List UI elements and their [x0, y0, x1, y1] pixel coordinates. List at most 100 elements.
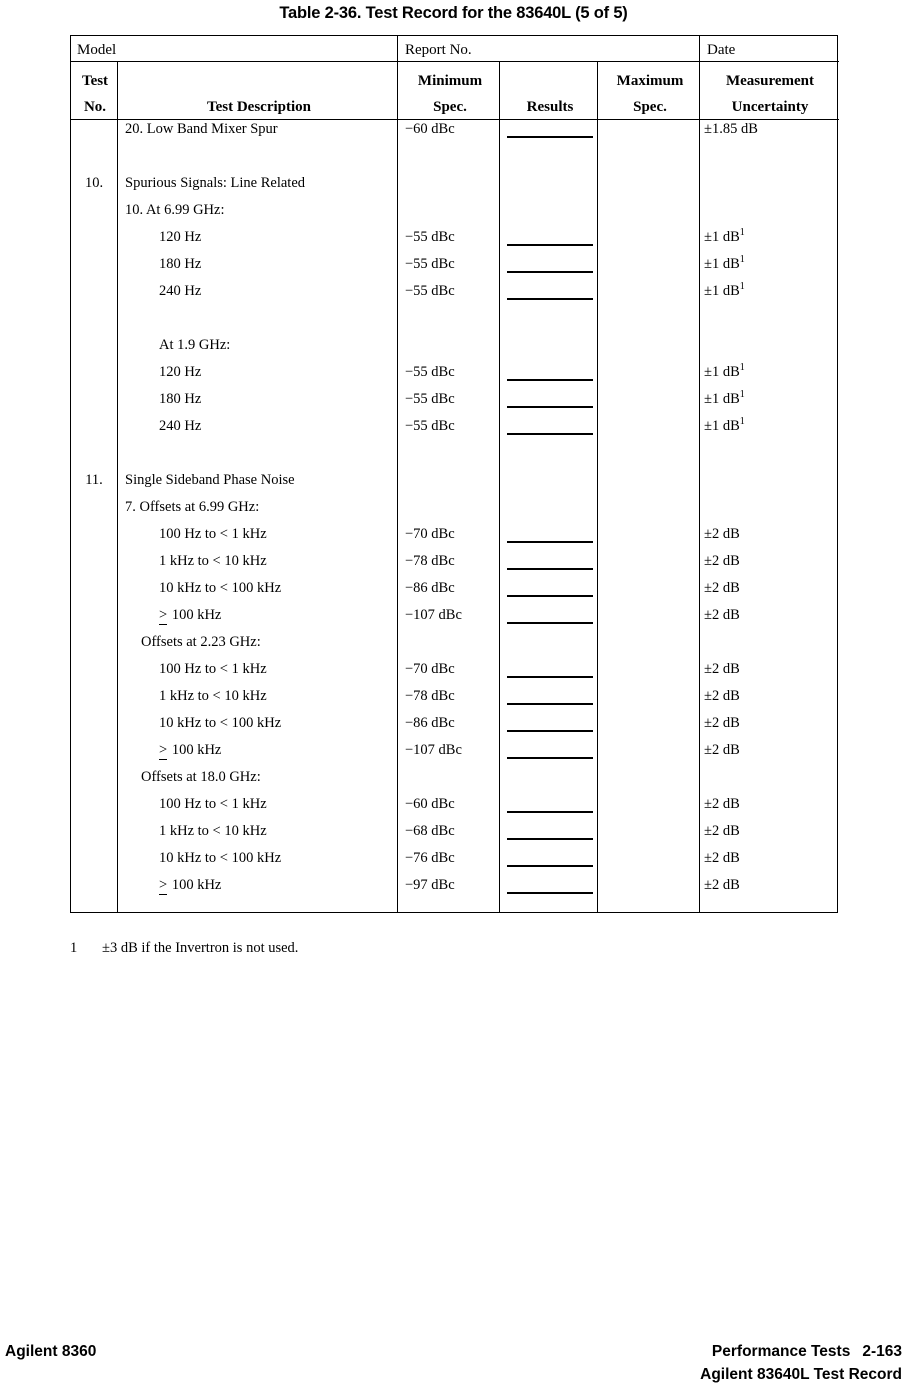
cell-minimum-spec: −78 dBc — [405, 688, 455, 704]
results-write-in-line[interactable] — [507, 703, 593, 705]
footer-section-label: Performance Tests 2-163 — [712, 1343, 902, 1361]
results-write-in-line[interactable] — [507, 271, 593, 273]
column-header-measurement-line1: Measurement — [725, 73, 815, 89]
results-write-in-line[interactable] — [507, 865, 593, 867]
test-record-table: Model Report No. Date Test No. Test Desc… — [70, 35, 839, 913]
footnote-reference: 1 — [739, 281, 745, 293]
cell-test-description: 1 kHz to < 10 kHz — [159, 553, 267, 569]
table-row: 100 Hz to < 1 kHz −60 dBc ±2 dB — [71, 794, 839, 821]
results-write-in-line[interactable] — [507, 757, 593, 759]
cell-test-description: 120 Hz — [159, 229, 202, 245]
footnote-marker: 1 — [70, 940, 78, 956]
header-rule-top — [71, 61, 839, 63]
column-header-minimum-line1: Minimum — [417, 73, 483, 89]
header-model-label: Model — [77, 42, 117, 58]
greater-equal-icon: > — [159, 875, 168, 896]
cell-minimum-spec: −97 dBc — [405, 877, 455, 893]
results-write-in-line[interactable] — [507, 676, 593, 678]
cell-test-description: 240 Hz — [159, 418, 202, 434]
cell-minimum-spec: −55 dBc — [405, 283, 455, 299]
results-write-in-line[interactable] — [507, 433, 593, 435]
cell-test-description: 10 kHz to < 100 kHz — [159, 850, 282, 866]
table-row: 100 Hz to < 1 kHz −70 dBc ±2 dB — [71, 524, 839, 551]
table-row: 11. Single Sideband Phase Noise — [71, 470, 839, 497]
results-write-in-line[interactable] — [507, 406, 593, 408]
cell-measurement-uncertainty: ±2 dB — [704, 742, 740, 758]
cell-test-description: 20. Low Band Mixer Spur — [125, 121, 278, 137]
column-rule-minspec — [499, 61, 501, 912]
results-write-in-line[interactable] — [507, 568, 593, 570]
table-row: Offsets at 2.23 GHz: — [71, 632, 839, 659]
table-row: > 100 kHz −107 dBc ±2 dB — [71, 605, 839, 632]
footnote-text: ±3 dB if the Invertron is not used. — [102, 940, 299, 956]
cell-test-description: 10. At 6.99 GHz: — [125, 202, 225, 218]
column-header-measurement-line2: Uncertainty — [731, 99, 809, 115]
results-write-in-line[interactable] — [507, 811, 593, 813]
column-header-maximum-spec: Maximum Spec. — [599, 68, 701, 120]
column-header-measurement-uncertainty: Measurement Uncertainty — [701, 68, 839, 120]
column-header-maximum-line1: Maximum — [616, 73, 684, 89]
table-row: 1 kHz to < 10 kHz −78 dBc ±2 dB — [71, 686, 839, 713]
results-write-in-line[interactable] — [507, 136, 593, 138]
cell-minimum-spec: −55 dBc — [405, 256, 455, 272]
table-row: 1 kHz to < 10 kHz −78 dBc ±2 dB — [71, 551, 839, 578]
table-row: 120 Hz −55 dBc ±1 dB1 — [71, 227, 839, 254]
column-header-maximum-line2: Spec. — [633, 99, 667, 115]
cell-test-description: Single Sideband Phase Noise — [125, 472, 295, 488]
results-write-in-line[interactable] — [507, 622, 593, 624]
cell-minimum-spec: −78 dBc — [405, 553, 455, 569]
cell-test-description: 100 Hz to < 1 kHz — [159, 526, 267, 542]
footer-section-text: Performance Tests — [711, 1343, 851, 1360]
cell-minimum-spec: −55 dBc — [405, 391, 455, 407]
column-header-test-no-line1: Test — [81, 73, 109, 89]
footer-page-number: 2-163 — [862, 1343, 902, 1360]
greater-equal-icon: > — [159, 605, 168, 626]
cell-test-description: Offsets at 2.23 GHz: — [141, 634, 261, 650]
page-title: Table 2-36. Test Record for the 83640L (… — [279, 4, 628, 22]
cell-measurement-uncertainty: ±1.85 dB — [704, 121, 758, 137]
table-row: 10. At 6.99 GHz: — [71, 200, 839, 227]
cell-minimum-spec: −55 dBc — [405, 364, 455, 380]
cell-minimum-spec: −70 dBc — [405, 526, 455, 542]
cell-test-description: 120 Hz — [159, 364, 202, 380]
cell-test-description: Spurious Signals: Line Related — [125, 175, 306, 191]
cell-test-description: 180 Hz — [159, 256, 202, 272]
cell-measurement-uncertainty: ±2 dB — [704, 850, 740, 866]
cell-minimum-spec: −55 dBc — [405, 229, 455, 245]
results-write-in-line[interactable] — [507, 541, 593, 543]
footnote-reference: 1 — [739, 254, 745, 266]
cell-measurement-uncertainty: ±1 dB1 — [704, 416, 745, 434]
cell-minimum-spec: −60 dBc — [405, 796, 455, 812]
results-write-in-line[interactable] — [507, 892, 593, 894]
results-write-in-line[interactable] — [507, 244, 593, 246]
column-rule-results — [597, 61, 599, 912]
table-row: 10 kHz to < 100 kHz −86 dBc ±2 dB — [71, 713, 839, 740]
table-row: 100 Hz to < 1 kHz −70 dBc ±2 dB — [71, 659, 839, 686]
footer-product-label: Agilent 8360 — [5, 1343, 97, 1360]
cell-measurement-uncertainty: ±1 dB1 — [704, 227, 745, 245]
cell-test-description: 7. Offsets at 6.99 GHz: — [125, 499, 260, 515]
table-row: 180 Hz −55 dBc ±1 dB1 — [71, 389, 839, 416]
table-row — [71, 443, 839, 470]
table-row: > 100 kHz −97 dBc ±2 dB — [71, 875, 839, 902]
results-write-in-line[interactable] — [507, 379, 593, 381]
cell-minimum-spec: −86 dBc — [405, 715, 455, 731]
cell-minimum-spec: −107 dBc — [405, 742, 462, 758]
cell-measurement-uncertainty: ±2 dB — [704, 607, 740, 623]
results-write-in-line[interactable] — [507, 595, 593, 597]
cell-measurement-uncertainty: ±2 dB — [704, 877, 740, 893]
cell-measurement-uncertainty: ±1 dB1 — [704, 389, 745, 407]
table-row: 240 Hz −55 dBc ±1 dB1 — [71, 416, 839, 443]
cell-minimum-spec: −86 dBc — [405, 580, 455, 596]
table-row: 10 kHz to < 100 kHz −76 dBc ±2 dB — [71, 848, 839, 875]
cell-minimum-spec: −55 dBc — [405, 418, 455, 434]
table-row: 120 Hz −55 dBc ±1 dB1 — [71, 362, 839, 389]
cell-minimum-spec: −60 dBc — [405, 121, 455, 137]
table-row: 180 Hz −55 dBc ±1 dB1 — [71, 254, 839, 281]
footnote-reference: 1 — [739, 389, 745, 401]
page-footer: Agilent 8360 Performance Tests 2-163 Agil… — [0, 1340, 907, 1387]
results-write-in-line[interactable] — [507, 730, 593, 732]
results-write-in-line[interactable] — [507, 298, 593, 300]
cell-test-description: 1 kHz to < 10 kHz — [159, 823, 267, 839]
results-write-in-line[interactable] — [507, 838, 593, 840]
